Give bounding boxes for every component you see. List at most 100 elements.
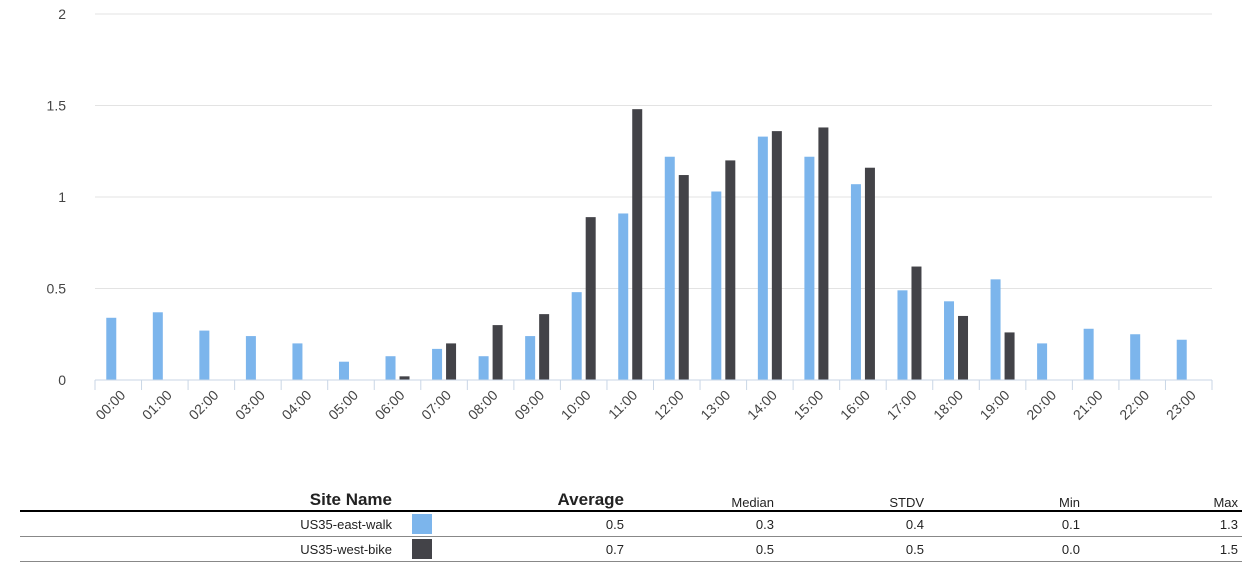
bar-series-2 <box>864 167 875 380</box>
x-axis-ticks: 00:00 01:00 02:00 03:00 04:00 05:00 06:00 07:00… <box>92 387 1199 423</box>
bar-series-1 <box>664 156 675 380</box>
bar-series-1 <box>338 361 349 380</box>
y-axis-ticks: 0 0.5 1 1.5 2 <box>47 6 67 388</box>
x-tick-label: 07:00 <box>418 387 454 423</box>
x-tick-label: 08:00 <box>465 387 501 423</box>
bars <box>106 109 1187 381</box>
row-swatch <box>396 537 448 562</box>
row-stdv: 0.4 <box>905 516 924 532</box>
x-tick-label: 16:00 <box>837 387 873 423</box>
x-tick-label: 09:00 <box>511 387 547 423</box>
x-tick-label: 23:00 <box>1163 387 1199 423</box>
bar-series-1 <box>245 336 256 380</box>
header-average: Average <box>557 490 624 509</box>
bar-series-1 <box>711 191 722 380</box>
x-tick-label: 04:00 <box>278 387 314 423</box>
bar-series-2 <box>632 109 643 380</box>
bar-series-2 <box>958 315 969 380</box>
y-tick-label: 1 <box>58 189 66 205</box>
x-tick-label: 03:00 <box>232 387 268 423</box>
bar-series-1 <box>571 292 582 380</box>
summary-header-row: Site Name Average Median STDV Min Max <box>20 482 1242 511</box>
x-tick-label: 13:00 <box>697 387 733 423</box>
row-max: 1.5 <box>1219 541 1238 557</box>
y-tick-label: 2 <box>58 6 66 22</box>
bar-series-1 <box>1176 339 1187 380</box>
bar-series-1 <box>1130 334 1141 380</box>
header-site-name: Site Name <box>309 490 392 509</box>
x-tick-label: 06:00 <box>372 387 408 423</box>
x-tick-label: 01:00 <box>139 387 175 423</box>
bar-series-2 <box>539 314 550 380</box>
bar-series-2 <box>446 343 457 380</box>
bar-series-1 <box>432 348 443 380</box>
gridlines <box>95 13 1212 289</box>
bar-series-1 <box>757 136 768 380</box>
header-swatch <box>396 482 448 511</box>
bar-series-1 <box>106 317 117 380</box>
row-swatch <box>396 511 448 537</box>
bar-series-1 <box>990 279 1001 380</box>
table-row: US35-west-bike 0.7 0.5 0.5 0.0 1.5 <box>20 537 1242 562</box>
x-tick-label: 17:00 <box>884 387 920 423</box>
bar-series-1 <box>944 301 955 380</box>
y-tick-label: 0.5 <box>47 281 67 297</box>
row-average: 0.7 <box>605 541 624 557</box>
bar-series-2 <box>725 160 736 380</box>
row-site-name: US35-east-walk <box>300 516 392 532</box>
bar-series-2 <box>492 325 503 380</box>
row-min: 0.0 <box>1061 541 1080 557</box>
row-max: 1.3 <box>1219 516 1238 532</box>
header-median: Median <box>731 495 774 510</box>
x-tick-label: 15:00 <box>790 387 826 423</box>
bar-series-1 <box>618 213 629 380</box>
bar-series-2 <box>818 127 829 381</box>
bar-series-2 <box>1004 332 1015 380</box>
bar-series-2 <box>911 266 922 380</box>
y-tick-label: 0 <box>58 372 66 388</box>
legend-swatch <box>412 539 432 559</box>
y-tick-label: 1.5 <box>47 98 67 114</box>
row-min: 0.1 <box>1061 516 1080 532</box>
header-max: Max <box>1213 495 1238 510</box>
x-tick-label: 21:00 <box>1070 387 1106 423</box>
hourly-bar-chart: 0 0.5 1 1.5 2 00:00 01:00 02:00 03:00 04:00 05:00… <box>47 6 1213 423</box>
x-tick-label: 19:00 <box>977 387 1013 423</box>
x-tick-label: 05:00 <box>325 387 361 423</box>
bar-series-2 <box>678 175 689 380</box>
legend-swatch <box>412 514 432 534</box>
bar-series-1 <box>385 356 396 380</box>
bar-series-1 <box>525 336 536 380</box>
x-tick-label: 12:00 <box>651 387 687 423</box>
bar-series-1 <box>292 343 303 380</box>
bar-series-1 <box>1037 343 1048 380</box>
bar-series-1 <box>850 184 861 380</box>
x-tick-label: 10:00 <box>558 387 594 423</box>
bar-series-1 <box>897 290 908 380</box>
bar-series-1 <box>199 330 210 380</box>
x-tick-label: 18:00 <box>930 387 966 423</box>
bar-series-2 <box>771 131 782 380</box>
bar-series-1 <box>152 312 163 380</box>
header-min: Min <box>1059 495 1080 510</box>
row-site-name: US35-west-bike <box>300 541 392 557</box>
x-tick-label: 11:00 <box>605 387 641 423</box>
x-tick-label: 22:00 <box>1116 387 1152 423</box>
x-tick-label: 02:00 <box>185 387 221 423</box>
header-stdv: STDV <box>889 495 924 510</box>
row-median: 0.3 <box>755 516 774 532</box>
x-tick-label: 20:00 <box>1023 387 1059 423</box>
x-axis <box>94 379 1213 390</box>
bar-series-1 <box>804 156 815 380</box>
row-average: 0.5 <box>605 516 624 532</box>
x-tick-label: 14:00 <box>744 387 780 423</box>
x-tick-label: 00:00 <box>92 387 128 423</box>
bar-series-2 <box>585 217 596 380</box>
table-row: US35-east-walk 0.5 0.3 0.4 0.1 1.3 <box>20 511 1242 537</box>
bar-series-1 <box>1083 328 1094 380</box>
summary-table: Site Name Average Median STDV Min Max US… <box>20 482 1242 562</box>
bar-series-1 <box>478 356 489 380</box>
bar-series-2 <box>399 376 410 380</box>
row-median: 0.5 <box>755 541 774 557</box>
row-stdv: 0.5 <box>905 541 924 557</box>
